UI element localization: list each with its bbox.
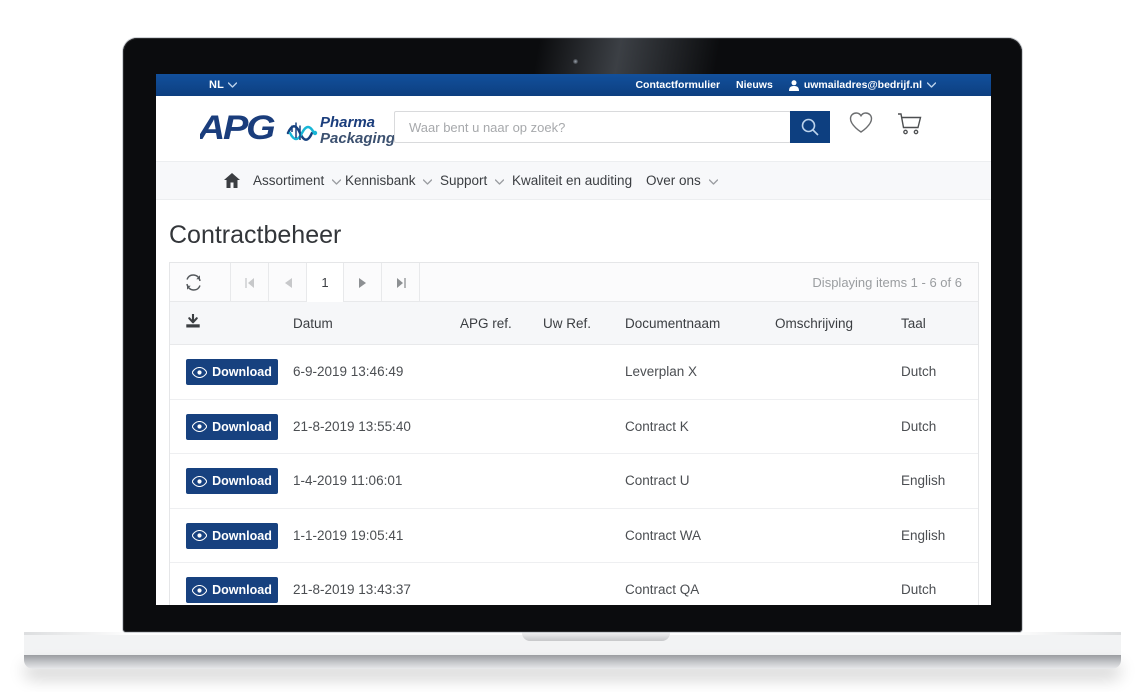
svg-text:APG: APG bbox=[200, 108, 275, 147]
svg-text:Packaging: Packaging bbox=[320, 130, 395, 147]
svg-text:Pharma: Pharma bbox=[320, 114, 375, 131]
